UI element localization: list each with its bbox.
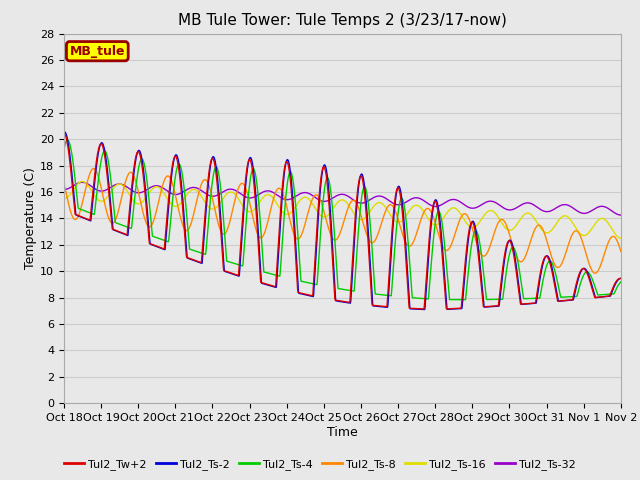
- Tul2_Tw+2: [103, 172, 111, 178]
- Tul2_Ts-2: [378, 304, 385, 310]
- Line: Tul2_Tw+2: Tul2_Tw+2: [64, 133, 621, 309]
- Tul2_Ts-8: [308, 197, 316, 203]
- Tul2_Ts-32: [617, 212, 625, 218]
- Line: Tul2_Ts-4: Tul2_Ts-4: [64, 140, 621, 300]
- Tul2_Ts-2: [318, 170, 326, 176]
- Tul2_Ts-2: [60, 130, 68, 135]
- Tul2_Tw+2: [318, 169, 326, 175]
- Title: MB Tule Tower: Tule Temps 2 (3/23/17-now): MB Tule Tower: Tule Temps 2 (3/23/17-now…: [178, 13, 507, 28]
- Tul2_Ts-8: [318, 203, 326, 208]
- Tul2_Ts-2: [126, 209, 134, 215]
- Tul2_Ts-4: [60, 146, 68, 152]
- Tul2_Ts-4: [617, 279, 625, 285]
- Tul2_Ts-32: [318, 198, 326, 204]
- Tul2_Ts-8: [104, 212, 111, 217]
- Tul2_Ts-4: [460, 297, 467, 302]
- Tul2_Ts-32: [378, 193, 385, 199]
- Tul2_Ts-4: [126, 225, 134, 231]
- Tul2_Ts-4: [297, 274, 305, 280]
- Tul2_Ts-16: [60, 196, 68, 202]
- Tul2_Tw+2: [308, 293, 316, 299]
- Legend: Tul2_Tw+2, Tul2_Ts-2, Tul2_Ts-4, Tul2_Ts-8, Tul2_Ts-16, Tul2_Ts-32: Tul2_Tw+2, Tul2_Ts-2, Tul2_Ts-4, Tul2_Ts…: [60, 455, 580, 474]
- Line: Tul2_Ts-8: Tul2_Ts-8: [64, 168, 621, 273]
- Tul2_Ts-16: [318, 214, 326, 219]
- Y-axis label: Temperature (C): Temperature (C): [24, 168, 37, 269]
- Tul2_Ts-2: [61, 129, 68, 135]
- Tul2_Ts-8: [90, 166, 97, 171]
- Tul2_Ts-16: [126, 193, 134, 199]
- Tul2_Ts-4: [63, 137, 71, 143]
- Tul2_Tw+2: [126, 204, 134, 210]
- Tul2_Ts-8: [591, 270, 599, 276]
- Tul2_Tw+2: [296, 290, 304, 296]
- Tul2_Ts-2: [104, 168, 111, 174]
- Line: Tul2_Ts-2: Tul2_Ts-2: [64, 132, 621, 310]
- Tul2_Ts-32: [308, 192, 316, 198]
- Tul2_Ts-32: [78, 180, 86, 185]
- Tul2_Ts-8: [60, 181, 68, 187]
- Text: MB_tule: MB_tule: [70, 45, 125, 58]
- Line: Tul2_Ts-16: Tul2_Ts-16: [64, 181, 621, 238]
- Tul2_Ts-2: [421, 307, 429, 312]
- Tul2_Ts-8: [126, 169, 134, 175]
- Tul2_Ts-16: [308, 201, 316, 206]
- Tul2_Ts-2: [617, 276, 625, 281]
- Tul2_Ts-32: [60, 187, 68, 192]
- Tul2_Ts-32: [104, 186, 111, 192]
- Tul2_Ts-2: [308, 293, 316, 299]
- X-axis label: Time: Time: [327, 426, 358, 439]
- Tul2_Ts-4: [104, 154, 111, 160]
- Line: Tul2_Ts-32: Tul2_Ts-32: [64, 182, 621, 215]
- Tul2_Ts-32: [297, 191, 305, 196]
- Tul2_Tw+2: [60, 130, 68, 136]
- Tul2_Ts-16: [78, 179, 86, 184]
- Tul2_Ts-2: [297, 291, 305, 297]
- Tul2_Ts-8: [617, 248, 625, 254]
- Tul2_Ts-8: [378, 221, 385, 227]
- Tul2_Ts-8: [297, 234, 305, 240]
- Tul2_Ts-32: [126, 186, 134, 192]
- Tul2_Ts-4: [318, 209, 326, 215]
- Tul2_Tw+2: [377, 303, 385, 309]
- Tul2_Ts-4: [378, 292, 385, 298]
- Tul2_Ts-16: [104, 194, 111, 200]
- Tul2_Ts-16: [297, 197, 305, 203]
- Tul2_Ts-16: [378, 200, 385, 206]
- Tul2_Ts-16: [617, 235, 625, 241]
- Tul2_Ts-4: [308, 281, 316, 287]
- Tul2_Tw+2: [617, 276, 625, 281]
- Tul2_Tw+2: [420, 306, 428, 312]
